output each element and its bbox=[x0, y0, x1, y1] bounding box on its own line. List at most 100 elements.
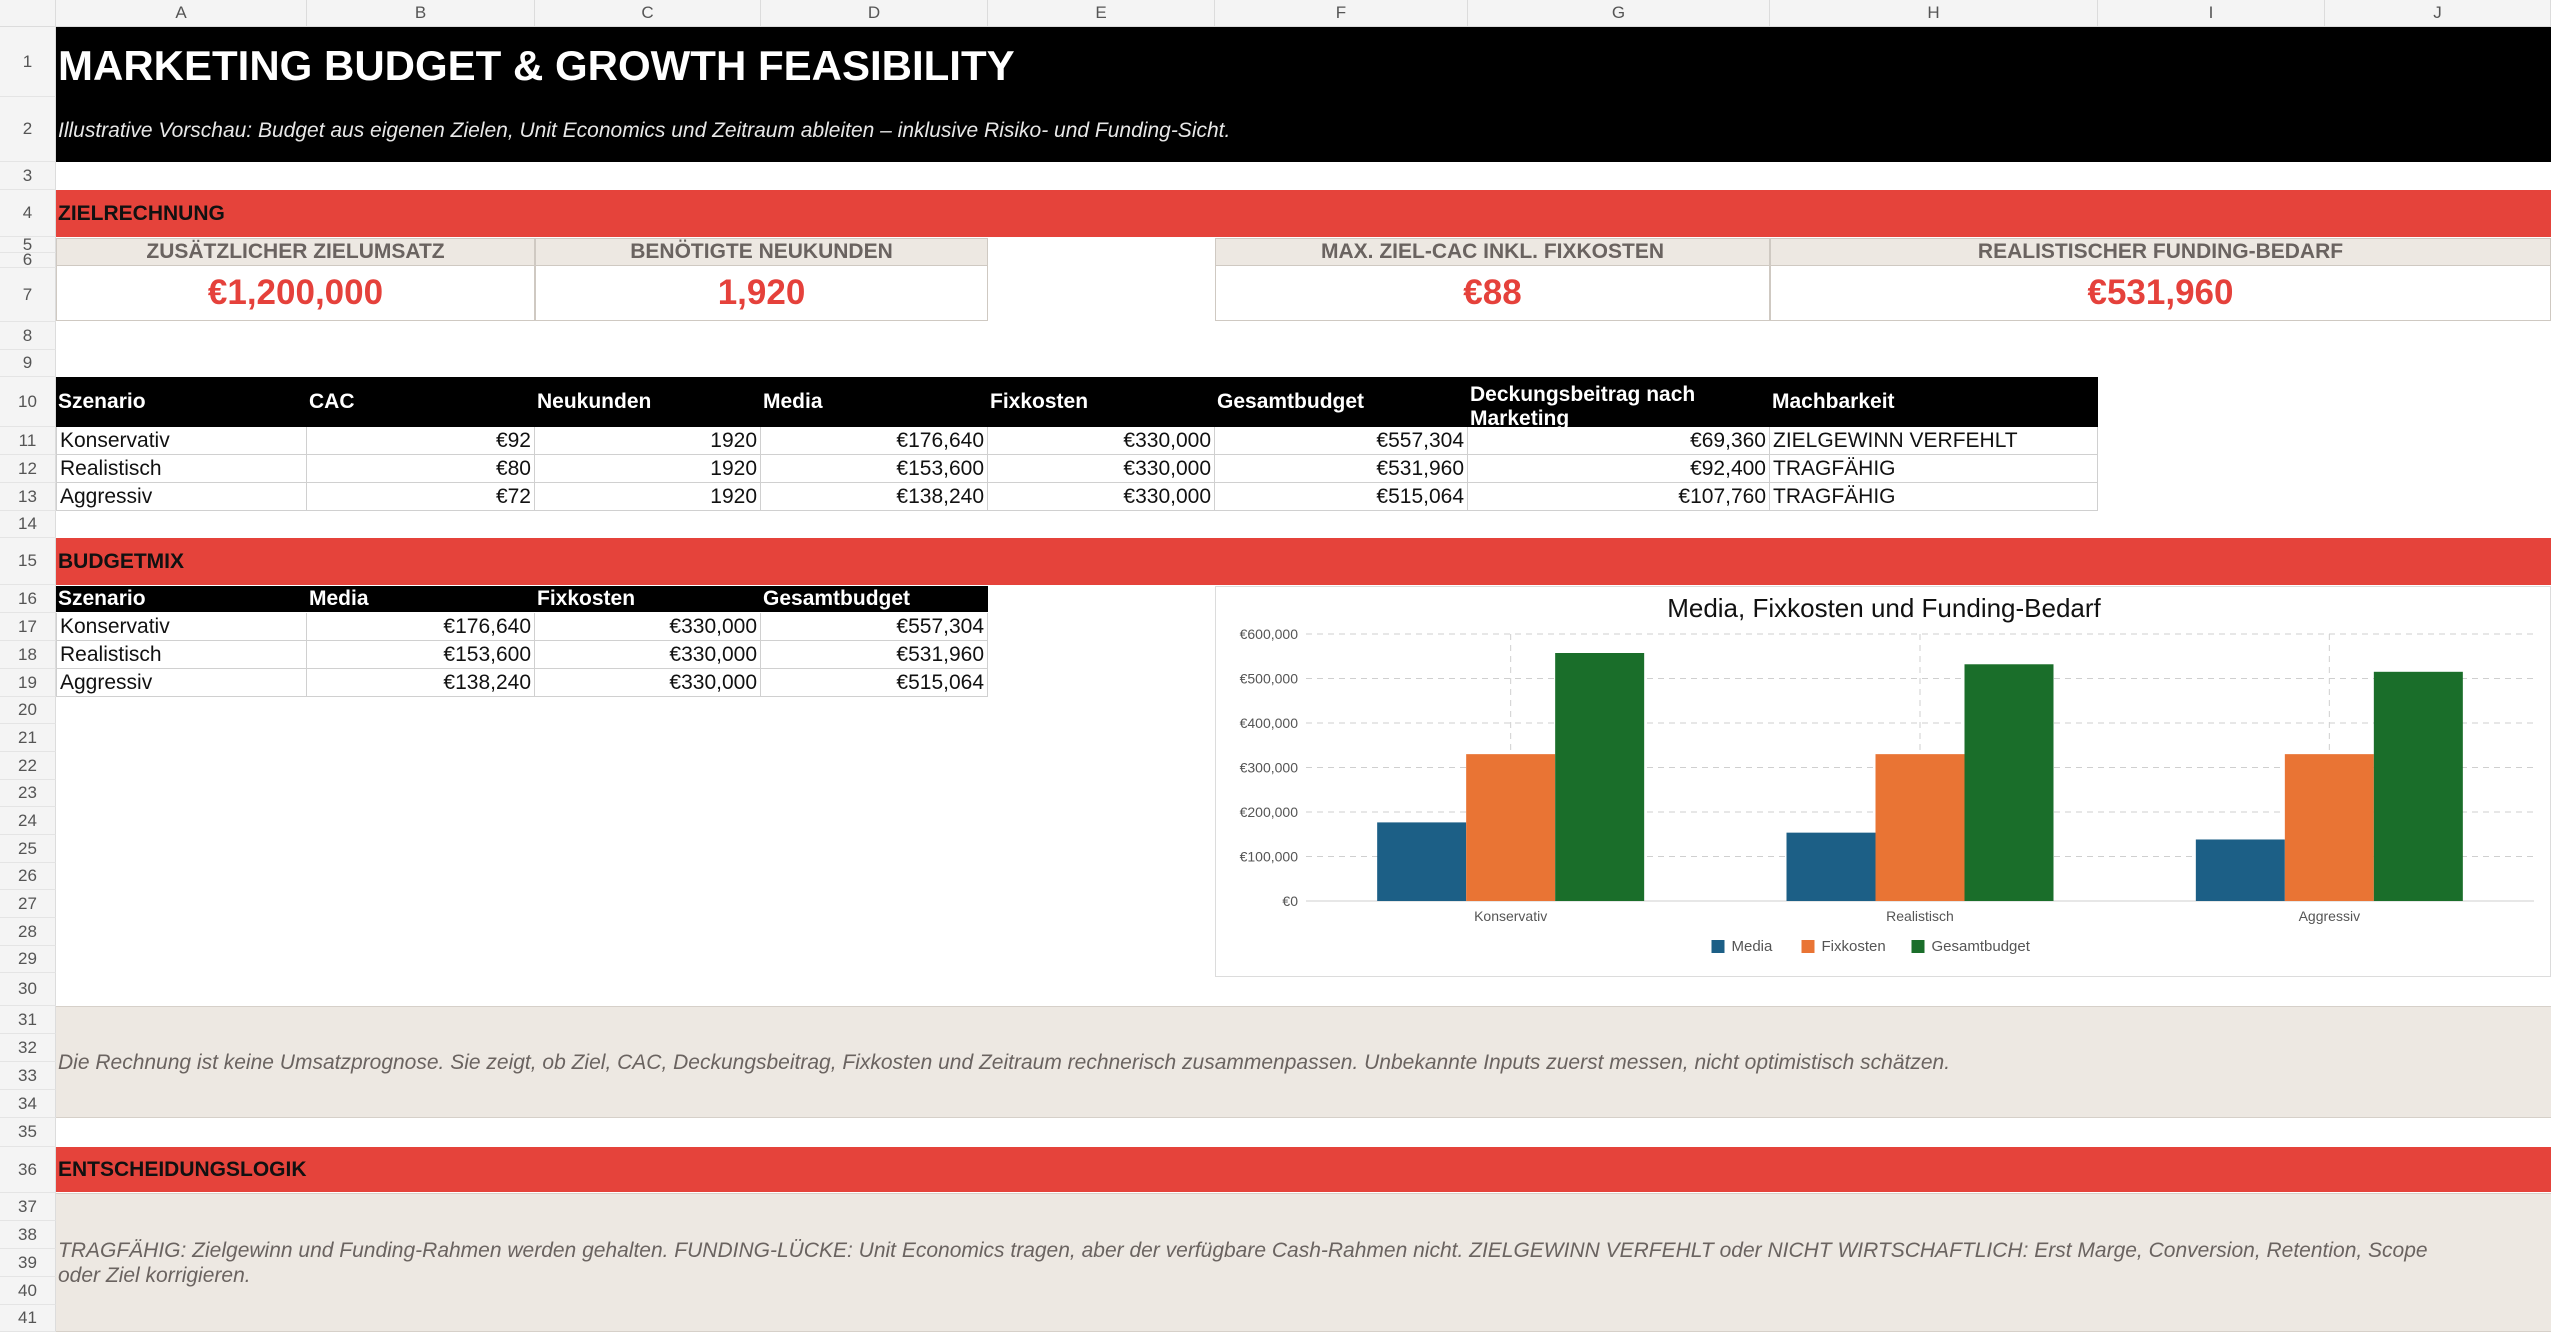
scenario-value-cell[interactable]: €515,064 bbox=[1215, 483, 1468, 511]
kpi-label-neukunden[interactable]: BENÖTIGTE NEUKUNDEN bbox=[535, 238, 988, 266]
legend-label[interactable]: Fixkosten bbox=[1822, 938, 1886, 955]
row-header-26[interactable]: 26 bbox=[0, 863, 56, 890]
budget-value-cell[interactable]: €557,304 bbox=[761, 613, 988, 641]
row-header-34[interactable]: 34 bbox=[0, 1090, 56, 1118]
row-header-8[interactable]: 8 bbox=[0, 322, 56, 350]
kpi-value-zielumsatz[interactable]: €1,200,000 bbox=[56, 266, 535, 321]
budget-value-cell[interactable]: €515,064 bbox=[761, 669, 988, 697]
scenario-col-header[interactable]: Media bbox=[763, 390, 823, 413]
bar-gesamtbudget-aggressiv[interactable] bbox=[2373, 671, 2463, 901]
row-header-35[interactable]: 35 bbox=[0, 1118, 56, 1147]
row-header-10[interactable]: 10 bbox=[0, 377, 56, 427]
row-header-27[interactable]: 27 bbox=[0, 890, 56, 918]
column-header-e[interactable]: E bbox=[988, 0, 1215, 27]
bar-gesamtbudget-realistisch[interactable] bbox=[1964, 664, 2054, 901]
note-disclaimer[interactable]: Die Rechnung ist keine Umsatzprognose. S… bbox=[56, 1006, 2551, 1118]
row-header-6[interactable]: 6 bbox=[0, 250, 56, 269]
budget-value-cell[interactable]: €153,600 bbox=[307, 641, 535, 669]
kpi-value-ziel-cac[interactable]: €88 bbox=[1215, 266, 1770, 321]
scenario-value-cell[interactable]: €330,000 bbox=[988, 483, 1215, 511]
budget-scenario-cell[interactable]: Realistisch bbox=[56, 641, 307, 669]
kpi-label-funding-bedarf[interactable]: REALISTISCHER FUNDING-BEDARF bbox=[1770, 238, 2551, 266]
budget-value-cell[interactable]: €176,640 bbox=[307, 613, 535, 641]
budget-col-header[interactable]: Szenario bbox=[58, 587, 146, 610]
bar-media-konservativ[interactable] bbox=[1377, 822, 1467, 901]
bar-fixkosten-aggressiv[interactable] bbox=[2284, 754, 2374, 901]
row-header-40[interactable]: 40 bbox=[0, 1277, 56, 1305]
column-header-f[interactable]: F bbox=[1215, 0, 1468, 27]
scenario-col-header[interactable]: Deckungsbeitrag nach Marketing bbox=[1470, 383, 1696, 430]
row-header-15[interactable]: 15 bbox=[0, 538, 56, 585]
scenario-name-cell[interactable]: Konservativ bbox=[56, 427, 307, 455]
page-subtitle[interactable]: Illustrative Vorschau: Budget aus eigene… bbox=[58, 119, 1231, 142]
section-budgetmix[interactable]: BUDGETMIX bbox=[56, 538, 2551, 585]
kpi-value-neukunden[interactable]: 1,920 bbox=[535, 266, 988, 321]
row-header-18[interactable]: 18 bbox=[0, 641, 56, 669]
row-header-32[interactable]: 32 bbox=[0, 1034, 56, 1062]
row-header-24[interactable]: 24 bbox=[0, 807, 56, 835]
bar-gesamtbudget-konservativ[interactable] bbox=[1555, 652, 1645, 901]
scenario-value-cell[interactable]: €138,240 bbox=[761, 483, 988, 511]
row-header-7[interactable]: 7 bbox=[0, 268, 56, 322]
scenario-name-cell[interactable]: Aggressiv bbox=[56, 483, 307, 511]
row-header-5[interactable]: 5 bbox=[0, 235, 56, 254]
note-decision[interactable]: TRAGFÄHIG: Zielgewinn und Funding-Rahmen… bbox=[56, 1193, 2551, 1332]
scenario-value-cell[interactable]: €531,960 bbox=[1215, 455, 1468, 483]
scenario-value-cell[interactable]: 1920 bbox=[535, 483, 761, 511]
scenario-col-header[interactable]: Gesamtbudget bbox=[1217, 390, 1365, 413]
row-header-37[interactable]: 37 bbox=[0, 1193, 56, 1221]
budget-value-cell[interactable]: €531,960 bbox=[761, 641, 988, 669]
scenario-col-header[interactable]: Fixkosten bbox=[990, 390, 1089, 413]
bar-fixkosten-realistisch[interactable] bbox=[1875, 754, 1965, 901]
feasibility-cell[interactable]: ZIELGEWINN VERFEHLT bbox=[1770, 427, 2098, 455]
row-header-23[interactable]: 23 bbox=[0, 780, 56, 807]
column-header-i[interactable]: I bbox=[2098, 0, 2325, 27]
feasibility-cell[interactable]: TRAGFÄHIG bbox=[1770, 455, 2098, 483]
row-header-1[interactable]: 1 bbox=[0, 27, 56, 97]
bar-media-realistisch[interactable] bbox=[1786, 832, 1876, 901]
kpi-label-ziel-cac[interactable]: MAX. ZIEL-CAC INKL. FIXKOSTEN bbox=[1215, 238, 1770, 266]
scenario-value-cell[interactable]: €153,600 bbox=[761, 455, 988, 483]
budget-chart[interactable]: Media, Fixkosten und Funding-Bedarf €0 €1… bbox=[1215, 586, 2551, 977]
scenario-value-cell[interactable]: €557,304 bbox=[1215, 427, 1468, 455]
column-header-a[interactable]: A bbox=[56, 0, 307, 27]
budget-value-cell[interactable]: €138,240 bbox=[307, 669, 535, 697]
row-header-33[interactable]: 33 bbox=[0, 1062, 56, 1090]
budget-col-header[interactable]: Gesamtbudget bbox=[763, 587, 911, 610]
scenario-value-cell[interactable]: €330,000 bbox=[988, 455, 1215, 483]
budget-value-cell[interactable]: €330,000 bbox=[535, 641, 761, 669]
row-header-20[interactable]: 20 bbox=[0, 697, 56, 724]
budget-scenario-cell[interactable]: Aggressiv bbox=[56, 669, 307, 697]
scenario-col-header[interactable]: Neukunden bbox=[537, 390, 652, 413]
bar-media-aggressiv[interactable] bbox=[2195, 839, 2285, 901]
row-header-2[interactable]: 2 bbox=[0, 97, 56, 162]
row-header-16[interactable]: 16 bbox=[0, 585, 56, 613]
scenario-col-header[interactable]: Szenario bbox=[58, 390, 146, 413]
row-header-41[interactable]: 41 bbox=[0, 1305, 56, 1332]
row-header-9[interactable]: 9 bbox=[0, 350, 56, 377]
row-header-19[interactable]: 19 bbox=[0, 669, 56, 697]
row-header-39[interactable]: 39 bbox=[0, 1249, 56, 1277]
row-header-28[interactable]: 28 bbox=[0, 918, 56, 946]
budget-value-cell[interactable]: €330,000 bbox=[535, 669, 761, 697]
column-header-j[interactable]: J bbox=[2325, 0, 2551, 27]
scenario-value-cell[interactable]: 1920 bbox=[535, 427, 761, 455]
column-header-g[interactable]: G bbox=[1468, 0, 1770, 27]
row-header-25[interactable]: 25 bbox=[0, 835, 56, 863]
row-header-30[interactable]: 30 bbox=[0, 973, 56, 1006]
budget-value-cell[interactable]: €330,000 bbox=[535, 613, 761, 641]
scenario-col-header[interactable]: CAC bbox=[309, 390, 355, 413]
column-header-c[interactable]: C bbox=[535, 0, 761, 27]
legend-label[interactable]: Media bbox=[1732, 938, 1774, 955]
scenario-col-header[interactable]: Machbarkeit bbox=[1772, 390, 1895, 413]
bar-fixkosten-konservativ[interactable] bbox=[1466, 754, 1556, 901]
row-header-38[interactable]: 38 bbox=[0, 1221, 56, 1249]
scenario-value-cell[interactable]: €107,760 bbox=[1468, 483, 1770, 511]
scenario-value-cell[interactable]: €80 bbox=[307, 455, 535, 483]
scenario-value-cell[interactable]: 1920 bbox=[535, 455, 761, 483]
column-header-b[interactable]: B bbox=[307, 0, 535, 27]
row-header-29[interactable]: 29 bbox=[0, 946, 56, 973]
scenario-value-cell[interactable]: €92 bbox=[307, 427, 535, 455]
section-zielrechnung[interactable]: ZIELRECHNUNG bbox=[56, 190, 2551, 237]
row-header-31[interactable]: 31 bbox=[0, 1006, 56, 1034]
